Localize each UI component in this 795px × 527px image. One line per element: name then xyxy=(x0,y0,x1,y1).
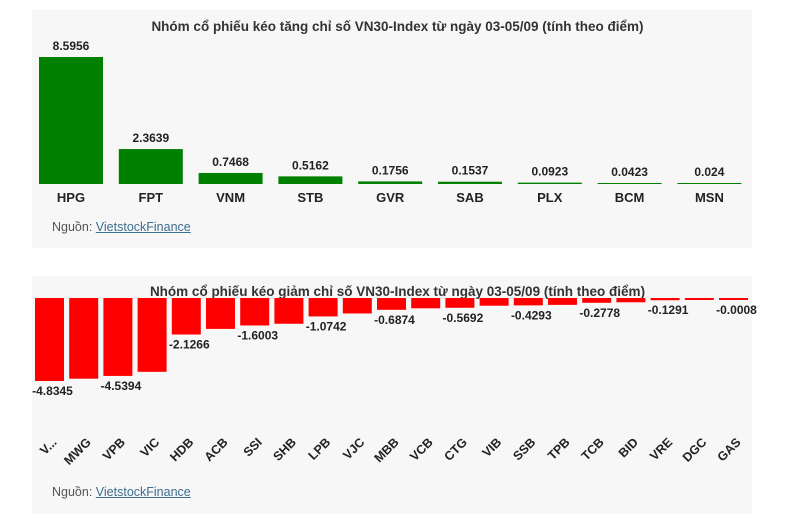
top-source-prefix: Nguồn: xyxy=(52,220,96,234)
bottom-source: Nguồn: VietstockFinance xyxy=(52,485,191,499)
top-category-label-hpg: HPG xyxy=(57,190,85,205)
bottom-category-label-acb: ACB xyxy=(202,435,231,464)
top-bar-hpg xyxy=(39,57,103,184)
bottom-bar-lpb xyxy=(308,298,338,317)
top-value-label-vnm: 0.7468 xyxy=(212,155,249,169)
bottom-bar-acb xyxy=(206,298,235,329)
bottom-value-label-lpb: -1.0742 xyxy=(306,319,347,333)
bottom-category-label-ssi: SSI xyxy=(241,435,265,459)
bottom-category-label-v: V... xyxy=(37,435,59,457)
bottom-category-label-vcb: VCB xyxy=(407,435,436,464)
bottom-bar-vic xyxy=(137,298,167,372)
top-bar-bcm xyxy=(597,183,662,184)
bottom-category-label-gas: GAS xyxy=(715,435,744,464)
top-value-label-sab: 0.1537 xyxy=(452,164,489,178)
bottom-source-prefix: Nguồn: xyxy=(52,485,96,499)
bottom-category-label-lpb: LPB xyxy=(306,435,334,463)
bottom-value-label-vre: -0.1291 xyxy=(648,303,689,317)
bottom-category-label-vpb: VPB xyxy=(100,435,128,463)
bottom-bar-vre xyxy=(650,298,680,301)
top-value-label-stb: 0.5162 xyxy=(292,158,329,172)
bottom-category-label-vjc: VJC xyxy=(340,435,367,462)
bottom-bar-ctg xyxy=(445,298,475,308)
top-category-label-vnm: VNM xyxy=(216,190,245,205)
bottom-bar-v xyxy=(35,298,64,381)
bottom-category-label-hdb: HDB xyxy=(167,435,196,464)
bottom-value-label-hdb: -2.1266 xyxy=(169,338,210,352)
bottom-source-link[interactable]: VietstockFinance xyxy=(95,485,191,499)
top-chart-panel xyxy=(32,10,752,248)
bottom-value-label-ssi: -1.6003 xyxy=(237,328,278,342)
bottom-value-label-v: -4.8345 xyxy=(32,384,73,398)
top-category-label-stb: STB xyxy=(297,190,323,205)
top-bar-sab xyxy=(438,181,502,184)
top-value-label-fpt: 2.3639 xyxy=(132,131,169,145)
bottom-category-label-ssb: SSB xyxy=(510,435,538,463)
top-category-label-msn: MSN xyxy=(695,190,724,205)
top-chart-title: Nhóm cổ phiếu kéo tăng chỉ số VN30-Index… xyxy=(151,19,644,34)
top-category-label-bcm: BCM xyxy=(615,190,645,205)
bottom-bar-vpb xyxy=(103,298,133,376)
top-bar-fpt xyxy=(118,149,183,184)
bottom-bar-vib xyxy=(479,298,509,306)
bottom-chart-title: Nhóm cổ phiếu kéo giảm chỉ số VN30-Index… xyxy=(149,284,646,299)
top-bar-gvr xyxy=(358,181,423,184)
bottom-value-label-mbb: -0.6874 xyxy=(374,313,415,327)
top-value-label-msn: 0.024 xyxy=(694,165,724,179)
bottom-category-label-tpb: TPB xyxy=(545,435,573,463)
bottom-bar-vjc xyxy=(342,298,372,314)
bottom-bar-tcb xyxy=(582,298,612,303)
top-category-label-plx: PLX xyxy=(537,190,563,205)
bottom-category-label-tcb: TCB xyxy=(579,435,607,463)
top-value-label-gvr: 0.1756 xyxy=(372,163,409,177)
bottom-bar-mwg xyxy=(69,298,99,379)
bottom-category-label-bid: BID xyxy=(616,435,641,460)
top-category-label-gvr: GVR xyxy=(376,190,405,205)
top-source: Nguồn: VietstockFinance xyxy=(52,220,191,234)
bottom-value-label-ssb: -0.4293 xyxy=(511,308,552,322)
top-value-label-hpg: 8.5956 xyxy=(53,39,90,53)
top-value-label-plx: 0.0923 xyxy=(531,165,568,179)
bottom-category-label-mwg: MWG xyxy=(61,435,93,467)
bottom-category-label-vic: VIC xyxy=(138,435,163,460)
bottom-category-label-vib: VIB xyxy=(480,435,505,460)
bottom-value-label-tcb: -0.2778 xyxy=(579,306,620,320)
bottom-category-label-mbb: MBB xyxy=(372,435,402,465)
top-bar-vnm xyxy=(198,172,263,184)
bottom-category-label-dgc: DGC xyxy=(680,435,710,465)
bottom-bar-gas xyxy=(719,298,748,300)
bottom-bar-ssi xyxy=(240,298,270,326)
top-bar-plx xyxy=(517,182,582,184)
bottom-value-label-ctg: -0.5692 xyxy=(443,311,484,325)
bottom-category-label-ctg: CTG xyxy=(441,435,470,464)
bottom-bar-tpb xyxy=(548,298,577,305)
bottom-bar-ssb xyxy=(513,298,543,306)
bottom-bar-shb xyxy=(274,298,304,324)
bottom-bar-mbb xyxy=(377,298,406,310)
bottom-bar-hdb xyxy=(171,298,201,335)
bottom-category-label-vre: VRE xyxy=(647,435,675,463)
top-source-link[interactable]: VietstockFinance xyxy=(95,220,191,234)
top-bar-stb xyxy=(278,176,343,184)
top-bar-msn xyxy=(677,183,742,184)
top-category-label-sab: SAB xyxy=(456,190,483,205)
top-category-label-fpt: FPT xyxy=(139,190,164,205)
bottom-bar-vcb xyxy=(411,298,441,309)
bottom-value-label-vpb: -4.5394 xyxy=(101,379,142,393)
bottom-bar-dgc xyxy=(684,298,714,300)
top-value-label-bcm: 0.0423 xyxy=(611,165,648,179)
bottom-value-label-gas: -0.0008 xyxy=(716,303,757,317)
bottom-category-label-shb: SHB xyxy=(270,435,299,464)
bottom-bar-bid xyxy=(616,298,646,303)
